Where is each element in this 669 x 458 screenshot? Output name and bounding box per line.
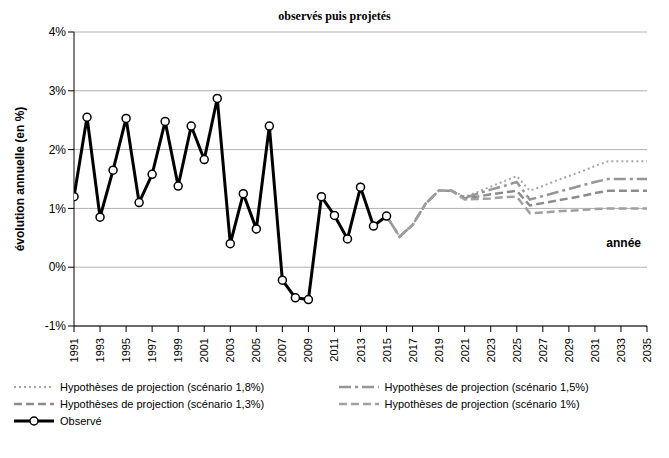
svg-text:2031: 2031 xyxy=(589,338,601,362)
svg-text:2007: 2007 xyxy=(276,338,288,362)
svg-text:2033: 2033 xyxy=(615,338,627,362)
svg-text:2027: 2027 xyxy=(537,338,549,362)
html-text:année: année xyxy=(606,236,641,250)
svg-text:2005: 2005 xyxy=(250,338,262,362)
svg-text:2011: 2011 xyxy=(328,338,340,362)
svg-text:2013: 2013 xyxy=(355,338,367,362)
svg-text:1993: 1993 xyxy=(94,338,106,362)
svg-text:1999: 1999 xyxy=(172,338,184,362)
svg-text:2003: 2003 xyxy=(224,338,236,362)
svg-text:4%: 4% xyxy=(49,25,67,39)
svg-text:évolution annuelle (en %): évolution annuelle (en %) xyxy=(13,107,27,252)
svg-text:1991: 1991 xyxy=(68,338,80,362)
svg-text:1997: 1997 xyxy=(146,338,158,362)
svg-text:2017: 2017 xyxy=(407,338,419,362)
svg-text:2021: 2021 xyxy=(459,338,471,362)
svg-text:0%: 0% xyxy=(49,260,67,274)
html-text:Hypothèses de projection (scén: Hypothèses de projection (scénario 1,3%) xyxy=(60,397,265,410)
svg-text:2015: 2015 xyxy=(381,338,393,362)
svg-text:2035: 2035 xyxy=(641,338,653,362)
svg-text:2009: 2009 xyxy=(302,338,314,362)
svg-text:1995: 1995 xyxy=(120,338,132,362)
html-text:Observé: Observé xyxy=(60,414,102,427)
html-text:Hypothèses de projection (scén: Hypothèses de projection (scénario 1,5%) xyxy=(384,380,589,393)
html-text:Hypothèses de projection (scén: Hypothèses de projection (scénario 1%) xyxy=(384,397,580,410)
svg-text:2025: 2025 xyxy=(511,338,523,362)
html-text:observés puis projetés: observés puis projetés xyxy=(278,9,391,23)
svg-text:-1%: -1% xyxy=(45,319,67,333)
svg-text:1%: 1% xyxy=(49,202,67,216)
svg-text:2023: 2023 xyxy=(485,338,497,362)
svg-text:2019: 2019 xyxy=(433,338,445,362)
svg-text:2029: 2029 xyxy=(563,338,575,362)
svg-text:2%: 2% xyxy=(49,143,67,157)
html-text:Hypothèses de projection (scén: Hypothèses de projection (scénario 1,8%) xyxy=(60,380,265,393)
svg-text:3%: 3% xyxy=(49,84,67,98)
svg-text:2001: 2001 xyxy=(198,338,210,362)
